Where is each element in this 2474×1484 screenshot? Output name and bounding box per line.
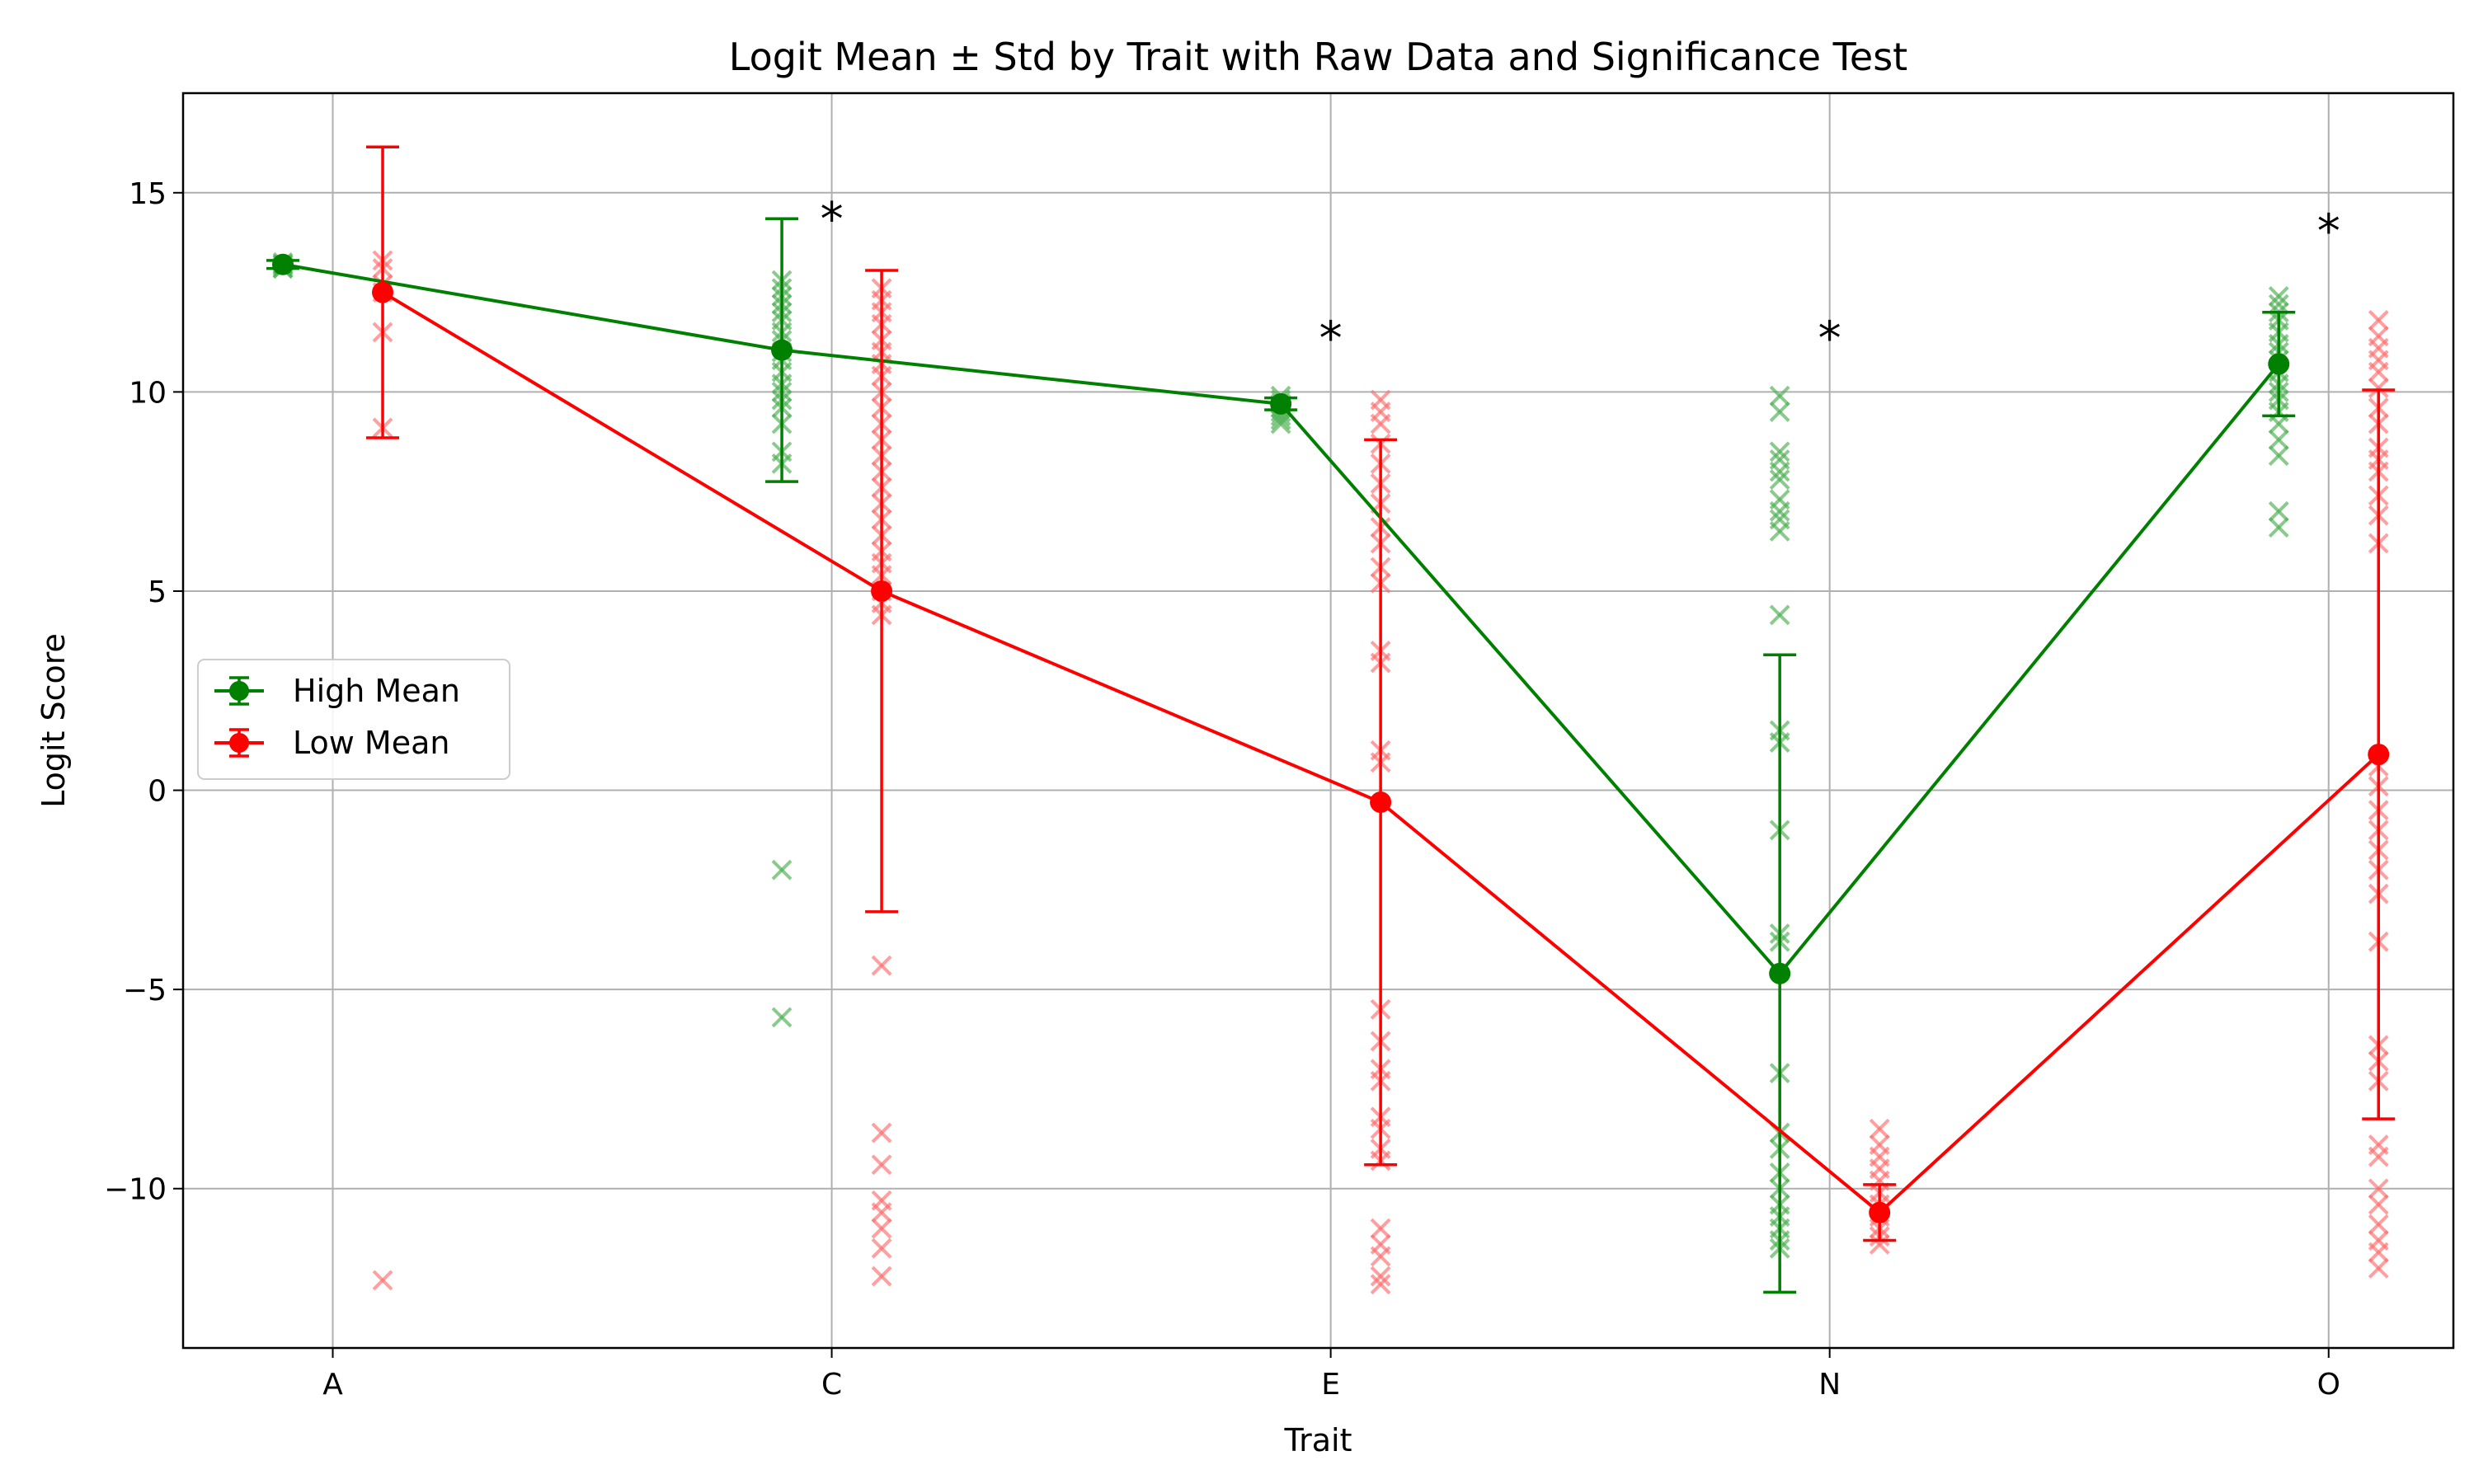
raw-point	[1769, 385, 1790, 406]
raw-point	[871, 1202, 892, 1223]
y-tick-label: −10	[104, 1173, 167, 1207]
raw-point	[2368, 1146, 2389, 1167]
mean-point	[1769, 962, 1791, 984]
grid	[183, 93, 2453, 1348]
x-tick-label: C	[821, 1368, 842, 1402]
raw-point	[871, 1218, 892, 1239]
raw-point	[2368, 361, 2389, 383]
chart-title: Logit Mean ± Std by Trait with Raw Data …	[729, 35, 1907, 79]
raw-point	[871, 1237, 892, 1259]
raw-point	[871, 1266, 892, 1287]
axis-ticks: A C E N O −10 −5 0 5 10 15	[104, 177, 2340, 1402]
raw-point	[2268, 294, 2289, 315]
legend-marker	[229, 681, 249, 701]
mean-point	[1270, 392, 1292, 415]
raw-point	[1370, 413, 1391, 434]
raw-point	[1769, 441, 1790, 463]
legend-box	[197, 659, 510, 780]
raw-point	[2368, 1178, 2389, 1200]
mean-point	[272, 253, 294, 275]
y-tick-label: −5	[123, 974, 167, 1007]
legend: High Mean Low Mean	[197, 659, 510, 780]
raw-point	[2268, 429, 2289, 450]
raw-point	[1869, 1118, 1890, 1139]
legend-label: High Mean	[293, 673, 460, 709]
significance-star: *	[1319, 312, 1343, 366]
mean-point	[1869, 1201, 1891, 1223]
legend-entry: High Mean	[214, 673, 460, 709]
y-tick-label: 10	[129, 376, 167, 410]
raw-point	[1769, 500, 1790, 522]
legend-label: Low Mean	[293, 725, 449, 761]
raw-point	[1370, 1246, 1391, 1267]
raw-point	[871, 1154, 892, 1176]
significance-star: *	[2317, 204, 2340, 258]
mean-point	[2268, 353, 2290, 375]
mean-series	[266, 145, 2396, 1294]
plot-frame	[181, 92, 2455, 1350]
raw-point	[1370, 1218, 1391, 1239]
raw-point	[2268, 286, 2289, 307]
raw-point	[871, 955, 892, 976]
raw-point	[1769, 521, 1790, 542]
raw-point	[2368, 378, 2389, 398]
x-tick-label: E	[1321, 1368, 1340, 1402]
y-tick-label: 15	[129, 177, 167, 211]
raw-point	[771, 1007, 793, 1028]
x-tick-label: A	[322, 1368, 343, 1402]
x-axis-label: Trait	[1284, 1422, 1352, 1458]
mean-point	[2368, 744, 2390, 766]
significance-star: *	[821, 193, 844, 247]
raw-point	[1869, 1233, 1890, 1255]
significance-star: *	[1818, 312, 1841, 366]
raw-point	[2368, 309, 2389, 331]
raw-point	[2368, 1214, 2389, 1235]
raw-point	[2268, 500, 2289, 522]
y-axis-label: Logit Score	[35, 633, 72, 808]
raw-point	[1270, 413, 1291, 434]
raw-point	[1769, 461, 1790, 482]
raw-point	[2368, 1242, 2389, 1263]
raw-point	[2368, 1194, 2389, 1215]
y-tick-label: 0	[148, 775, 167, 809]
y-tick-label: 5	[148, 575, 167, 609]
raw-point	[871, 1122, 892, 1144]
raw-point	[771, 859, 793, 881]
legend-entry: Low Mean	[214, 725, 449, 761]
significance-markers: * * * *	[821, 193, 2340, 366]
raw-point	[1370, 1274, 1391, 1295]
raw-point	[1270, 409, 1291, 430]
raw-point	[1769, 604, 1790, 626]
raw-point	[1370, 1266, 1391, 1287]
mean-point	[871, 580, 893, 602]
raw-point	[2268, 517, 2289, 538]
mean-point	[372, 281, 394, 303]
raw-point	[1769, 469, 1790, 491]
raw-point	[2268, 445, 2289, 467]
legend-marker	[229, 733, 249, 753]
raw-point	[372, 1270, 393, 1291]
x-tick-label: O	[2317, 1368, 2340, 1402]
raw-point	[1769, 402, 1790, 422]
raw-point	[2268, 413, 2289, 434]
x-tick-label: N	[1818, 1368, 1841, 1402]
mean-point	[1370, 791, 1392, 814]
raw-point	[2368, 1257, 2389, 1279]
mean-point	[771, 339, 793, 361]
